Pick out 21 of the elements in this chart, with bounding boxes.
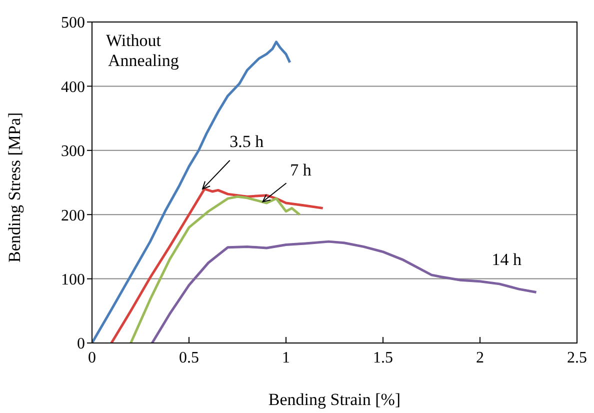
y-tick-label: 100 <box>61 271 85 288</box>
y-tick-label: 500 <box>61 14 85 32</box>
x-tick-label: 2.5 <box>567 349 587 366</box>
y-tick-label: 200 <box>61 207 85 224</box>
y-axis-title: Bending Stress [MPa] <box>5 112 24 262</box>
line-series <box>150 240 538 343</box>
line-series <box>110 188 324 343</box>
x-tick-label: 1 <box>282 349 290 366</box>
y-tick-label: 400 <box>61 78 85 96</box>
x-tick-label: 0 <box>88 349 96 366</box>
annotation: 7 h <box>290 160 312 180</box>
x-tick-label: 1.5 <box>373 349 393 366</box>
annotation: 3.5 h <box>230 132 264 151</box>
x-tick-label: 0.5 <box>179 349 199 366</box>
annotation: 14 h <box>492 250 522 270</box>
y-tick-label: 0 <box>77 336 85 353</box>
annotation: Without Annealing <box>106 31 180 70</box>
x-tick-label: 2 <box>476 349 484 366</box>
line-series <box>130 195 301 343</box>
x-axis-title: Bending Strain [%] <box>268 390 401 409</box>
y-tick-label: 300 <box>61 143 85 160</box>
